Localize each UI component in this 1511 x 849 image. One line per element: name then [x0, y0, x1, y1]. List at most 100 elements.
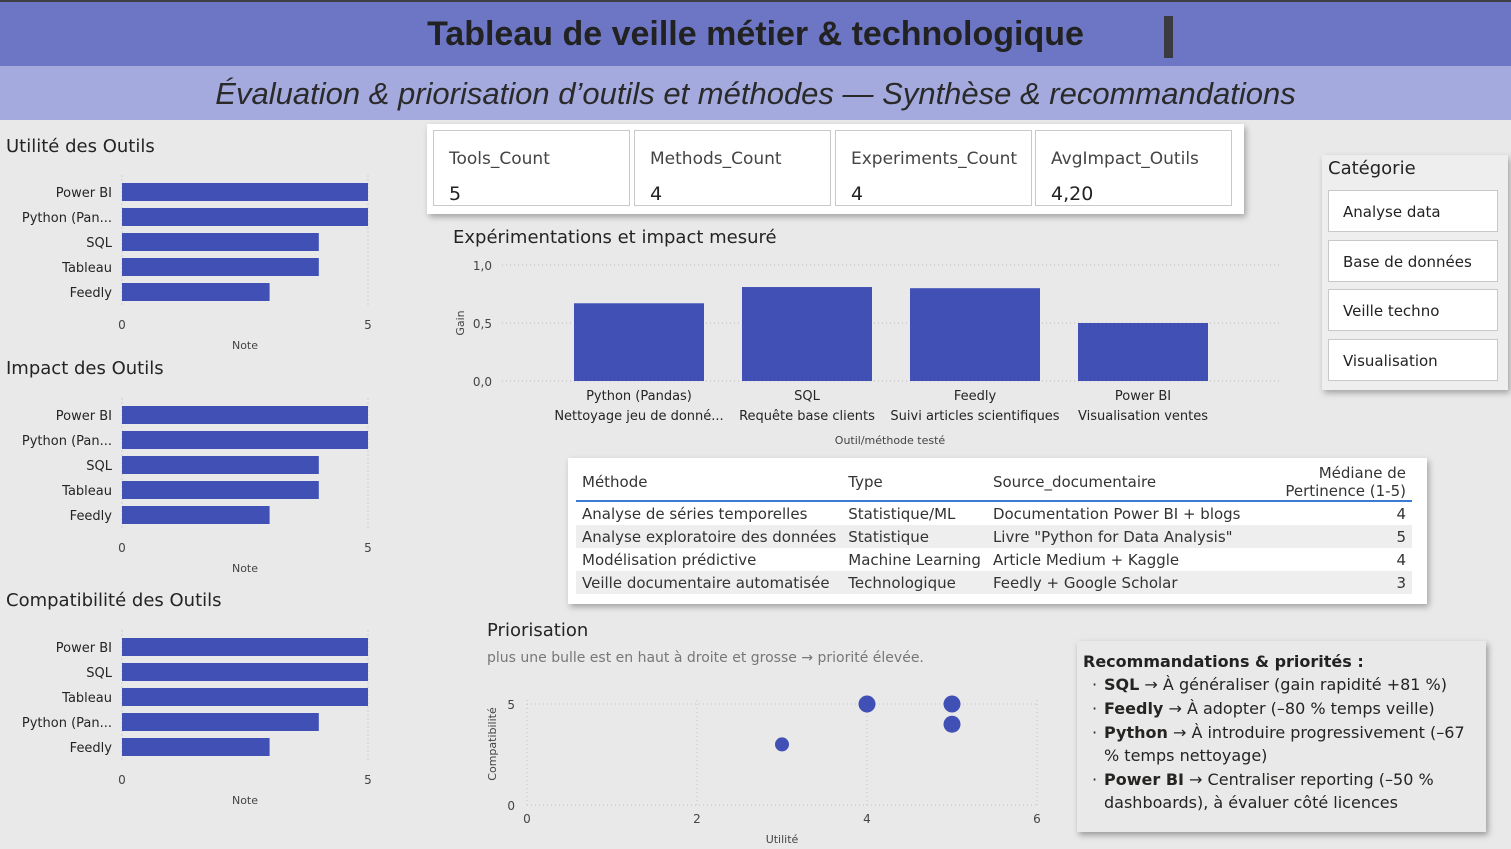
- bar: [122, 233, 319, 251]
- category-label: Tableau: [61, 484, 112, 499]
- kpi-card-methods[interactable]: Methods_Count 4: [634, 130, 831, 206]
- kpi-label: Tools_Count: [449, 149, 550, 169]
- axis-label: Utilité: [766, 833, 799, 846]
- axis-label: Note: [232, 339, 258, 352]
- bar: [122, 183, 368, 201]
- tick-label: 2: [693, 812, 701, 826]
- bar: [122, 258, 319, 276]
- recommendation-tool: Feedly: [1104, 699, 1164, 718]
- bar: [122, 406, 368, 424]
- kpi-card-avg-impact[interactable]: AvgImpact_Outils 4,20: [1035, 130, 1232, 206]
- kpi-value: 4,20: [1051, 183, 1094, 205]
- column-header-type[interactable]: Type: [842, 464, 987, 502]
- category-slicer: Catégorie Analyse data Base de données V…: [1322, 155, 1508, 390]
- category-label: Python (Pan...: [22, 434, 112, 449]
- tick-label: 0: [523, 812, 531, 826]
- slicer-item-visualisation[interactable]: Visualisation: [1328, 339, 1498, 381]
- recommendation-tool: SQL: [1104, 675, 1140, 694]
- recommendation-text: → À introduire progressivement (–67 % te…: [1104, 723, 1465, 765]
- category-label: Power BI: [56, 186, 112, 201]
- category-sublabel: Nettoyage jeu de donné...: [554, 409, 723, 424]
- table-cell: Analyse exploratoire des données: [576, 525, 843, 548]
- recommendations-panel: Recommandations & priorités : · SQL → À …: [1077, 641, 1486, 832]
- table-cell: 3: [1246, 571, 1412, 594]
- category-label: SQL: [86, 236, 112, 251]
- category-label: SQL: [86, 666, 112, 681]
- tick-label: 1,0: [473, 259, 492, 273]
- category-sublabel: Suivi articles scientifiques: [890, 409, 1059, 424]
- slicer-title: Catégorie: [1328, 158, 1416, 179]
- scatter-point: [943, 695, 961, 713]
- axis-label: Compatibilité: [486, 707, 499, 781]
- axis-label: Note: [232, 562, 258, 575]
- bar: [122, 738, 270, 756]
- kpi-label: Experiments_Count: [851, 149, 1018, 169]
- table-cell: Feedly + Google Scholar: [986, 571, 1247, 594]
- column-header-methode[interactable]: Méthode: [576, 464, 843, 502]
- methods-table-panel: Méthode Type Source_documentaire Médiane…: [568, 458, 1427, 604]
- category-label: Power BI: [56, 409, 112, 424]
- slicer-item-base-de-donnees[interactable]: Base de données: [1328, 240, 1498, 282]
- bar: [910, 288, 1040, 381]
- recommendation-text: → Centraliser reporting (–50 % dashboard…: [1104, 770, 1434, 812]
- recommendation-tool: Python: [1104, 723, 1168, 742]
- category-label: Tableau: [61, 261, 112, 276]
- table-cell: 4: [1396, 504, 1406, 523]
- bar: [122, 638, 368, 656]
- table-row[interactable]: Analyse de séries temporelles Statistiqu…: [576, 501, 1412, 525]
- impact-bar-chart: Power BI Python (Pan... SQL Tableau Feedly 0 5…: [22, 398, 372, 575]
- category-sublabel: Visualisation ventes: [1078, 409, 1208, 424]
- page-subtitle: Évaluation & priorisation d’outils et mé…: [215, 76, 1296, 111]
- page-title: Tableau de veille métier & technologique: [427, 15, 1084, 53]
- category-label: Feedly: [70, 509, 113, 524]
- priorisation-scatter-chart: 0 2 4 6 0 5 Compatibilité Utilité: [486, 695, 1041, 846]
- table-cell: Technologique: [842, 571, 987, 594]
- category-label: Python (Pandas): [586, 389, 692, 404]
- bar: [742, 287, 872, 381]
- table-row[interactable]: Veille documentaire automatisée Technolo…: [576, 571, 1412, 594]
- category-label: SQL: [86, 459, 112, 474]
- table-cell: Statistique: [842, 525, 987, 548]
- scatter-point: [775, 737, 789, 752]
- table-cell: Livre "Python for Data Analysis": [986, 525, 1247, 548]
- compat-bar-chart: Power BI SQL Tableau Python (Pan... Feedly 0 5…: [22, 630, 372, 807]
- utilite-bar-chart: Power BI Python (Pan... SQL Tableau Feedly 0 5…: [22, 175, 372, 352]
- table-header-row: Méthode Type Source_documentaire Médiane…: [576, 464, 1412, 502]
- category-sublabel: Requête base clients: [739, 409, 875, 424]
- table-cell: Machine Learning: [848, 550, 981, 569]
- bar: [122, 688, 368, 706]
- table-cell: Documentation Power BI + blogs: [992, 504, 1241, 523]
- utilite-chart-title: Utilité des Outils: [6, 136, 155, 157]
- subheader-banner: [0, 66, 1511, 120]
- recommendation-item: · SQL → À généraliser (gain rapidité +81…: [1092, 673, 1472, 696]
- table-cell: Veille documentaire automatisée: [576, 571, 843, 594]
- compat-chart-title: Compatibilité des Outils: [6, 590, 222, 611]
- kpi-label: Methods_Count: [650, 149, 782, 169]
- tick-label: 0,0: [473, 375, 492, 389]
- category-label: Python (Pan...: [22, 716, 112, 731]
- bar: [574, 303, 704, 381]
- kpi-card-experiments[interactable]: Experiments_Count 4: [835, 130, 1032, 206]
- bar: [122, 713, 319, 731]
- table-cell: Analyse de séries temporelles: [582, 504, 808, 523]
- column-header-source[interactable]: Source_documentaire: [986, 464, 1247, 502]
- category-label: Tableau: [61, 691, 112, 706]
- slicer-item-analyse-data[interactable]: Analyse data: [1328, 190, 1498, 232]
- kpi-value: 4: [851, 183, 864, 205]
- kpi-card-tools[interactable]: Tools_Count 5: [433, 130, 630, 206]
- table-row[interactable]: Analyse exploratoire des données Statist…: [576, 525, 1412, 548]
- tick-label: 5: [364, 541, 372, 555]
- experiments-column-chart: 0,0 0,5 1,0 Gain Python (Pandas) Nettoyage je…: [454, 259, 1280, 447]
- table-row[interactable]: Modélisation prédictive Machine Learning…: [576, 548, 1412, 571]
- tick-label: 0: [118, 773, 126, 787]
- category-label: Power BI: [56, 641, 112, 656]
- bar: [122, 506, 270, 524]
- kpi-value: 4: [650, 183, 663, 205]
- column-header-pertinence[interactable]: Médiane de Pertinence (1-5): [1246, 464, 1412, 502]
- axis-label: Outil/méthode testé: [835, 434, 946, 447]
- experiments-chart-title: Expérimentations et impact mesuré: [453, 227, 777, 248]
- tick-label: 5: [364, 773, 372, 787]
- slicer-item-veille-techno[interactable]: Veille techno: [1328, 289, 1498, 331]
- tick-label: 0: [118, 541, 126, 555]
- bullet-icon: ·: [1092, 770, 1098, 789]
